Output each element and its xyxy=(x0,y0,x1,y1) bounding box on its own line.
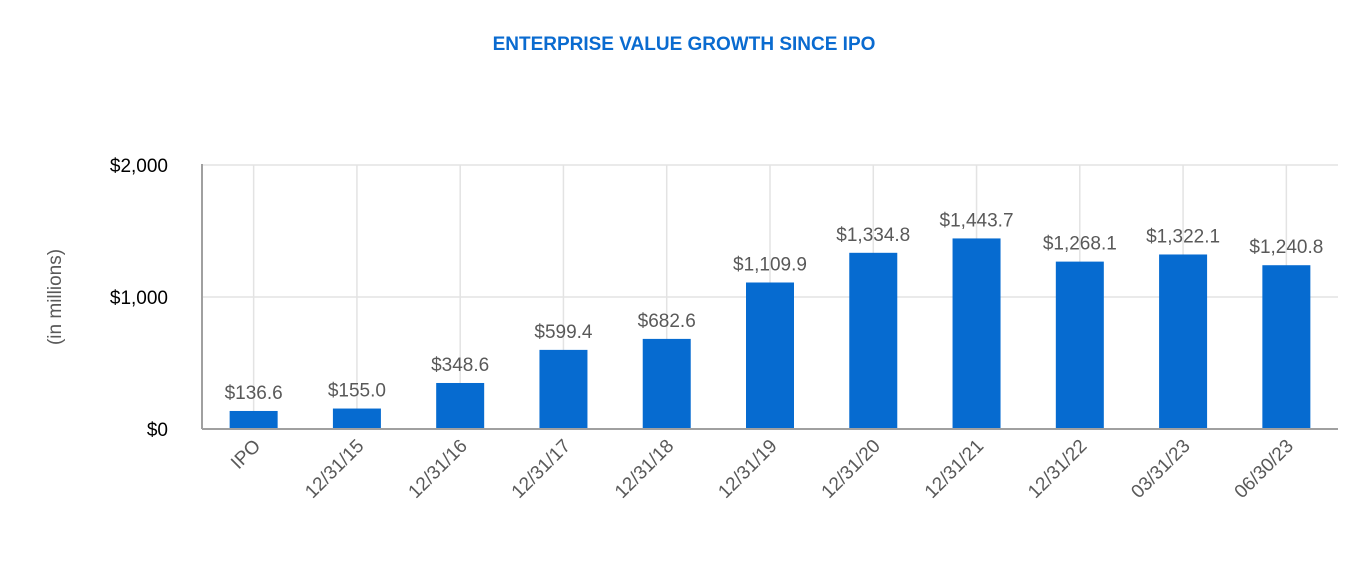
data-label: $1,268.1 xyxy=(1043,234,1117,255)
data-label: $682.6 xyxy=(638,311,696,332)
data-label: $1,334.8 xyxy=(836,225,910,246)
x-tick-label: IPO xyxy=(227,436,265,474)
x-tick-label: 12/31/20 xyxy=(818,436,885,503)
x-tick-label: 12/31/22 xyxy=(1024,436,1091,503)
y-axis-label: (in millions) xyxy=(45,249,66,345)
x-tick-label: 12/31/18 xyxy=(611,436,678,503)
y-tick-label: $1,000 xyxy=(110,288,168,309)
bar xyxy=(332,408,381,429)
data-label: $1,109.9 xyxy=(733,254,807,275)
x-tick-label: 12/31/19 xyxy=(714,436,781,503)
bar xyxy=(1055,261,1104,429)
bar xyxy=(746,282,794,429)
y-tick-label: $2,000 xyxy=(110,156,168,177)
data-label: $1,240.8 xyxy=(1249,237,1323,258)
data-label: $1,443.7 xyxy=(940,210,1014,231)
x-tick-label: 06/30/23 xyxy=(1231,436,1298,503)
bar xyxy=(436,382,485,429)
bar xyxy=(952,238,1001,429)
bar xyxy=(642,338,691,429)
data-label: $136.6 xyxy=(225,383,283,404)
chart-title: ENTERPRISE VALUE GROWTH SINCE IPO xyxy=(493,34,876,55)
data-label: $1,322.1 xyxy=(1146,226,1220,247)
x-tick-label: 03/31/23 xyxy=(1127,436,1194,503)
bar xyxy=(229,410,278,429)
x-tick-label: 12/31/17 xyxy=(508,436,575,503)
data-label: $348.6 xyxy=(431,355,489,376)
bar xyxy=(1262,265,1311,429)
bar xyxy=(1159,254,1208,429)
y-tick-label: $0 xyxy=(147,420,168,441)
bar xyxy=(849,252,898,429)
data-label: $155.0 xyxy=(328,381,386,402)
x-tick-label: 12/31/21 xyxy=(921,436,988,503)
x-tick-label: 12/31/16 xyxy=(405,436,472,503)
bar xyxy=(539,349,588,429)
data-label: $599.4 xyxy=(534,322,593,343)
x-tick-label: 12/31/15 xyxy=(301,436,368,503)
